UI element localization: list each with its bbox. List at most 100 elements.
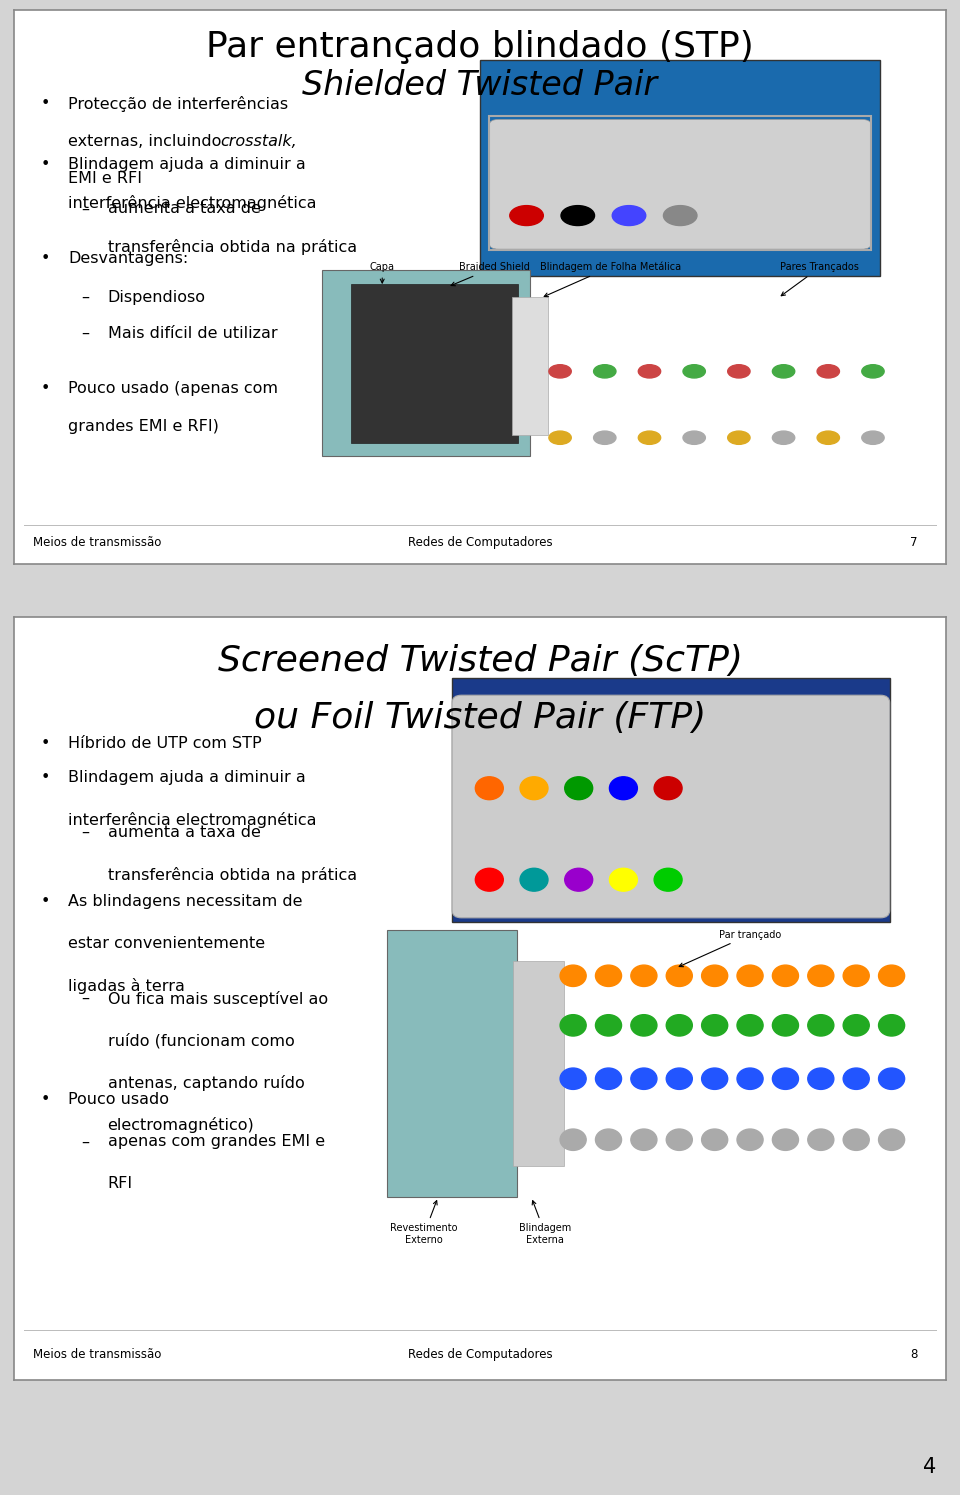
Text: –: – — [82, 326, 89, 341]
Text: crosstalk,: crosstalk, — [220, 135, 297, 150]
FancyBboxPatch shape — [351, 284, 518, 443]
Circle shape — [773, 1015, 799, 1036]
Circle shape — [843, 1015, 869, 1036]
Text: Blindagem de Folha Metálica: Blindagem de Folha Metálica — [540, 262, 681, 296]
Circle shape — [561, 206, 594, 226]
Text: Capa: Capa — [370, 263, 395, 283]
Text: Pouco usado: Pouco usado — [68, 1093, 169, 1108]
Text: –: – — [82, 1135, 89, 1150]
Text: •: • — [40, 96, 50, 111]
Circle shape — [843, 1067, 869, 1090]
Text: –: – — [82, 202, 89, 217]
Text: •: • — [40, 251, 50, 266]
Circle shape — [631, 966, 657, 987]
Circle shape — [663, 206, 697, 226]
Circle shape — [631, 1015, 657, 1036]
Text: •: • — [40, 381, 50, 396]
Text: Híbrido de UTP com STP: Híbrido de UTP com STP — [68, 736, 262, 750]
Circle shape — [595, 1129, 621, 1150]
Text: ruído (funcionam como: ruído (funcionam como — [108, 1033, 295, 1048]
Circle shape — [638, 365, 660, 378]
Text: Screened Twisted Pair (ScTP): Screened Twisted Pair (ScTP) — [218, 644, 742, 679]
Circle shape — [843, 1129, 869, 1150]
Text: ligadas à terra: ligadas à terra — [68, 978, 185, 994]
Circle shape — [612, 206, 646, 226]
Circle shape — [593, 365, 616, 378]
Circle shape — [862, 431, 884, 444]
Text: Mais difícil de utilizar: Mais difícil de utilizar — [108, 326, 277, 341]
Text: transferência obtida na prática: transferência obtida na prática — [108, 239, 357, 256]
Circle shape — [631, 1067, 657, 1090]
Circle shape — [702, 1015, 728, 1036]
Text: Ou fica mais susceptível ao: Ou fica mais susceptível ao — [108, 991, 327, 1008]
Text: Desvantagens:: Desvantagens: — [68, 251, 189, 266]
FancyBboxPatch shape — [387, 930, 517, 1197]
Text: 4: 4 — [923, 1458, 936, 1477]
Circle shape — [666, 1129, 692, 1150]
Text: interferência electromagnética: interferência electromagnética — [68, 194, 317, 211]
FancyBboxPatch shape — [452, 679, 890, 922]
Text: Meios de transmissão: Meios de transmissão — [33, 1348, 161, 1362]
Text: –: – — [82, 290, 89, 305]
Circle shape — [654, 869, 682, 891]
Circle shape — [520, 777, 548, 800]
Text: transferência obtida na prática: transferência obtida na prática — [108, 867, 357, 882]
Circle shape — [878, 966, 904, 987]
FancyBboxPatch shape — [513, 961, 564, 1166]
Text: Par entrançado blindado (STP): Par entrançado blindado (STP) — [206, 30, 754, 64]
Circle shape — [560, 1129, 587, 1150]
Circle shape — [817, 431, 839, 444]
Text: –: – — [82, 991, 89, 1006]
Circle shape — [610, 777, 637, 800]
Circle shape — [595, 1067, 621, 1090]
Circle shape — [683, 431, 706, 444]
Circle shape — [878, 1129, 904, 1150]
Text: aumenta a taxa de: aumenta a taxa de — [108, 202, 260, 217]
Circle shape — [773, 365, 795, 378]
Circle shape — [595, 1015, 621, 1036]
Circle shape — [610, 869, 637, 891]
Circle shape — [560, 966, 587, 987]
Text: electromagnético): electromagnético) — [108, 1117, 254, 1133]
Circle shape — [593, 431, 616, 444]
Text: Shielded Twisted Pair: Shielded Twisted Pair — [302, 69, 658, 102]
Circle shape — [702, 966, 728, 987]
Text: 7: 7 — [910, 537, 918, 549]
Circle shape — [666, 966, 692, 987]
Circle shape — [564, 869, 592, 891]
Text: Redes de Computadores: Redes de Computadores — [408, 537, 552, 549]
Text: antenas, captando ruído: antenas, captando ruído — [108, 1075, 304, 1091]
Circle shape — [728, 431, 750, 444]
Circle shape — [817, 365, 839, 378]
Text: •: • — [40, 736, 50, 750]
Text: Pouco usado (apenas com: Pouco usado (apenas com — [68, 381, 278, 396]
Text: Braided Shield: Braided Shield — [451, 263, 529, 286]
Circle shape — [773, 966, 799, 987]
Text: RFI: RFI — [108, 1177, 132, 1192]
Circle shape — [683, 365, 706, 378]
Text: •: • — [40, 157, 50, 172]
Circle shape — [773, 1067, 799, 1090]
Circle shape — [475, 869, 503, 891]
Text: ou Foil Twisted Pair (FTP): ou Foil Twisted Pair (FTP) — [253, 701, 707, 736]
Text: Revestimento
Externo: Revestimento Externo — [391, 1200, 458, 1245]
Text: •: • — [40, 894, 50, 909]
Text: 8: 8 — [910, 1348, 918, 1362]
Circle shape — [737, 1067, 763, 1090]
Circle shape — [638, 431, 660, 444]
Circle shape — [666, 1067, 692, 1090]
Text: aumenta a taxa de: aumenta a taxa de — [108, 825, 260, 840]
Text: Blindagem ajuda a diminuir a: Blindagem ajuda a diminuir a — [68, 770, 306, 785]
Text: Protecção de interferências: Protecção de interferências — [68, 96, 289, 112]
Circle shape — [564, 777, 592, 800]
Text: Meios de transmissão: Meios de transmissão — [33, 537, 161, 549]
Circle shape — [631, 1129, 657, 1150]
FancyBboxPatch shape — [452, 695, 890, 918]
FancyBboxPatch shape — [480, 60, 880, 277]
Text: EMI e RFI: EMI e RFI — [68, 172, 142, 187]
Circle shape — [549, 365, 571, 378]
Text: –: – — [82, 825, 89, 840]
Circle shape — [549, 431, 571, 444]
FancyBboxPatch shape — [490, 120, 871, 250]
Circle shape — [666, 1015, 692, 1036]
